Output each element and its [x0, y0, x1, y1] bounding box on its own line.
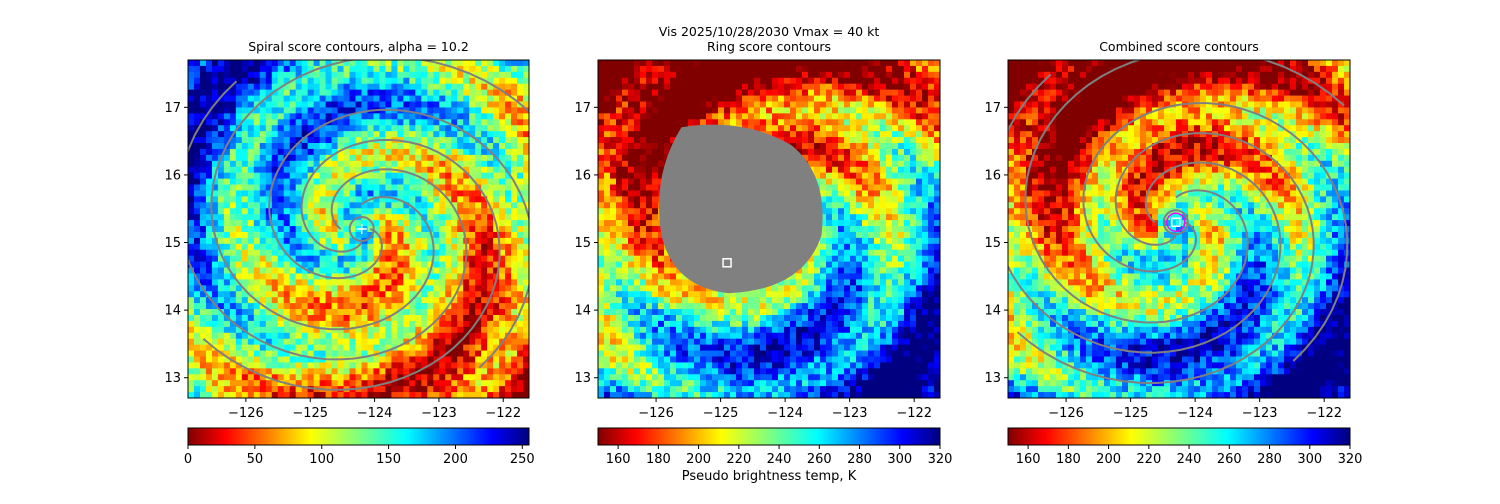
- colorbar-tick-label: 160: [606, 452, 631, 467]
- panel-1: Spiral score contours, alpha = 10.2 −126 −…: [164, 39, 534, 467]
- colorbar-tick-label: 200: [443, 452, 468, 467]
- y-tick-label: 17: [984, 101, 1001, 116]
- y-tick-label: 16: [574, 168, 591, 183]
- figure-suptitle: Vis 2025/10/28/2030 Vmax = 40 kt: [659, 24, 880, 39]
- colorbar-tick-label: 220: [1136, 452, 1161, 467]
- colorbar-tick-label: 160: [1016, 452, 1041, 467]
- panel-title: Combined score contours: [1099, 39, 1259, 54]
- x-tick-label: −126: [1048, 406, 1084, 421]
- panel-title: Spiral score contours, alpha = 10.2: [248, 39, 469, 54]
- y-tick-label: 14: [574, 304, 591, 319]
- x-tick-label: −124: [357, 406, 393, 421]
- panel-3: Combined score contours −126 −125 −124 −123 −…: [984, 39, 1362, 467]
- y-tick-label: 17: [164, 101, 181, 116]
- x-tick-label: −122: [896, 406, 932, 421]
- colorbar-tick-label: 280: [847, 452, 872, 467]
- colorbar-tick-label: 200: [686, 452, 711, 467]
- colorbar-tick-label: 100: [309, 452, 334, 467]
- colorbar-tick-label: 320: [1338, 452, 1363, 467]
- colorbar-label: Pseudo brightness temp, K: [682, 469, 857, 484]
- colorbar-tick-label: 240: [1177, 452, 1202, 467]
- x-tick-label: −125: [292, 406, 328, 421]
- colorbar-tick-label: 280: [1257, 452, 1282, 467]
- colorbar-tick-label: 50: [247, 452, 264, 467]
- colorbar: [598, 428, 940, 445]
- colorbar-tick-label: 220: [726, 452, 751, 467]
- panel-title: Ring score contours: [707, 39, 831, 54]
- colorbar: [188, 428, 529, 445]
- x-tick-label: −125: [1113, 406, 1149, 421]
- y-tick-label: 15: [984, 236, 1001, 251]
- y-tick-label: 13: [574, 371, 591, 386]
- y-tick-label: 13: [164, 371, 181, 386]
- x-tick-label: −126: [228, 406, 264, 421]
- x-tick-label: −124: [767, 406, 803, 421]
- colorbar-tick-label: 200: [1096, 452, 1121, 467]
- x-tick-label: −123: [1242, 406, 1278, 421]
- x-tick-label: −123: [421, 406, 457, 421]
- y-tick-label: 14: [164, 304, 181, 319]
- y-tick-label: 15: [574, 236, 591, 251]
- colorbar-tick-label: 300: [887, 452, 912, 467]
- x-tick-label: −126: [638, 406, 674, 421]
- colorbar-tick-label: 320: [928, 452, 953, 467]
- y-tick-label: 15: [164, 236, 181, 251]
- y-tick-label: 13: [984, 371, 1001, 386]
- colorbar-tick-label: 300: [1297, 452, 1322, 467]
- colorbar-tick-label: 180: [646, 452, 671, 467]
- colorbar-tick-label: 0: [184, 452, 192, 467]
- colorbar: [1008, 428, 1350, 445]
- x-tick-label: −125: [703, 406, 739, 421]
- heatmap-field: [598, 60, 941, 399]
- y-tick-label: 14: [984, 304, 1001, 319]
- colorbar-tick-label: 260: [1217, 452, 1242, 467]
- panel-2: Ring score contours −126 −125 −124 −123 −122 1…: [574, 39, 952, 484]
- colorbar-tick-label: 250: [510, 452, 535, 467]
- colorbar-tick-label: 150: [376, 452, 401, 467]
- colorbar-tick-label: 180: [1056, 452, 1081, 467]
- x-tick-label: −122: [485, 406, 521, 421]
- y-tick-label: 16: [984, 168, 1001, 183]
- colorbar-tick-label: 260: [807, 452, 832, 467]
- colorbar-tick-label: 240: [767, 452, 792, 467]
- x-tick-label: −122: [1306, 406, 1342, 421]
- y-tick-label: 16: [164, 168, 181, 183]
- x-tick-label: −124: [1177, 406, 1213, 421]
- x-tick-label: −123: [832, 406, 868, 421]
- y-tick-label: 17: [574, 101, 591, 116]
